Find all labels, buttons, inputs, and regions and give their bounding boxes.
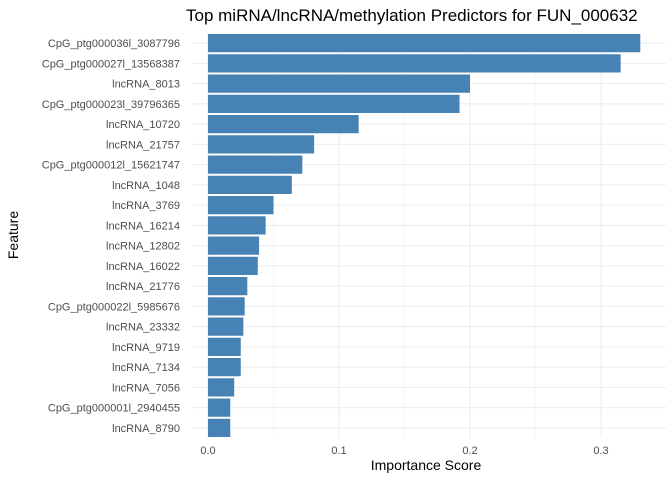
y-tick-label: lncRNA_8013 — [112, 79, 180, 91]
x-tick-label: 0.1 — [331, 445, 346, 457]
grid-lines — [192, 33, 666, 438]
y-tick-label: CpG_ptg000012l_15621747 — [42, 160, 180, 172]
y-tick-label: CpG_ptg000036l_3087796 — [48, 38, 180, 50]
y-tick-label: lncRNA_12802 — [106, 241, 180, 253]
y-tick-label: CpG_ptg000023l_39796365 — [42, 99, 180, 111]
y-tick-label: CpG_ptg000022l_5985676 — [48, 301, 180, 313]
y-tick-label: lncRNA_7056 — [112, 382, 180, 394]
bar-lncRNA_3769 — [208, 196, 274, 215]
bar-lncRNA_1048 — [208, 175, 292, 194]
chart-title: Top miRNA/lncRNA/methylation Predictors … — [186, 6, 638, 25]
y-tick-label: lncRNA_1048 — [112, 180, 180, 192]
bar-lncRNA_12802 — [208, 236, 260, 255]
y-tick-label: lncRNA_21757 — [106, 139, 180, 151]
y-tick-label: CpG_ptg000001l_2940455 — [48, 403, 180, 415]
bar-lncRNA_8013 — [208, 74, 470, 93]
y-tick-label: lncRNA_3769 — [112, 200, 180, 212]
bar-lncRNA_9719 — [208, 337, 241, 356]
bar-lncRNA_10720 — [208, 115, 359, 134]
bar-lncRNA_7134 — [208, 358, 241, 377]
y-tick-label: lncRNA_16022 — [106, 261, 180, 273]
bars — [208, 34, 641, 437]
x-tick-label: 0.0 — [200, 445, 215, 457]
bar-lncRNA_21776 — [208, 277, 248, 296]
bar-CpG_ptg000001l_2940455 — [208, 398, 231, 417]
bar-lncRNA_8790 — [208, 418, 231, 437]
bar-CpG_ptg000023l_39796365 — [208, 94, 460, 113]
y-tick-label: lncRNA_16214 — [106, 220, 180, 232]
bar-CpG_ptg000027l_13568387 — [208, 54, 621, 73]
y-tick-labels: CpG_ptg000036l_3087796 CpG_ptg000027l_135… — [42, 38, 180, 435]
bar-lncRNA_16022 — [208, 256, 258, 275]
y-tick-label: lncRNA_7134 — [112, 362, 180, 374]
y-tick-label: lncRNA_10720 — [106, 119, 180, 131]
y-tick-label: lncRNA_23332 — [106, 322, 180, 334]
x-axis-title: Importance Score — [371, 457, 482, 473]
x-tick-labels: 0.0 0.1 0.2 0.3 — [200, 445, 608, 457]
bar-lncRNA_7056 — [208, 378, 235, 397]
bar-CpG_ptg000012l_15621747 — [208, 155, 303, 174]
bar-CpG_ptg000022l_5985676 — [208, 297, 245, 316]
bar-lncRNA_23332 — [208, 317, 244, 336]
bar-CpG_ptg000036l_3087796 — [208, 34, 641, 53]
y-tick-label: CpG_ptg000027l_13568387 — [42, 58, 180, 70]
y-tick-label: lncRNA_8790 — [112, 423, 180, 435]
x-tick-label: 0.2 — [462, 445, 477, 457]
y-axis-title: Feature — [5, 211, 21, 259]
x-tick-label: 0.3 — [593, 445, 608, 457]
bar-lncRNA_21757 — [208, 135, 315, 154]
bar-lncRNA_16214 — [208, 216, 266, 235]
y-tick-label: lncRNA_21776 — [106, 281, 180, 293]
y-tick-label: lncRNA_9719 — [112, 342, 180, 354]
